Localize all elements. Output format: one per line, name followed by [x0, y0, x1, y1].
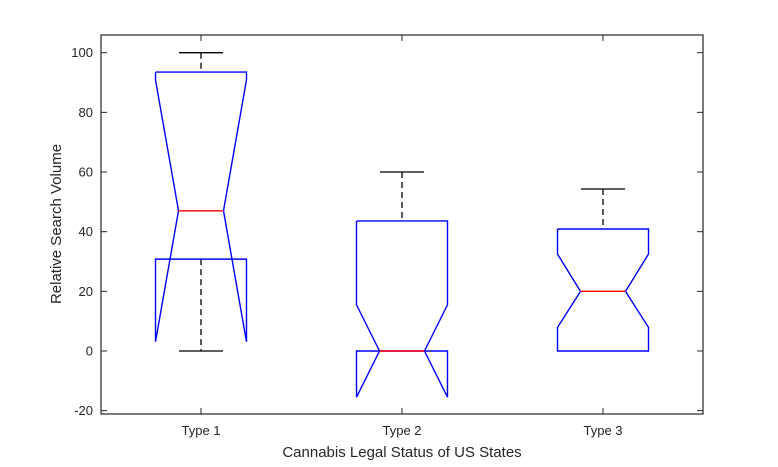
y-tick-label: -20 — [74, 403, 93, 418]
y-tick-label: 0 — [86, 344, 93, 359]
notched-box — [556, 228, 650, 352]
box-group — [355, 171, 449, 398]
y-tick-label: 60 — [79, 165, 93, 180]
y-tick-label: 100 — [71, 45, 93, 60]
x-axis-label: Cannabis Legal Status of US States — [282, 444, 521, 461]
plot-area — [154, 52, 650, 398]
x-tick-label: Type 1 — [181, 423, 220, 438]
y-tick-label: 20 — [79, 284, 93, 299]
x-tick-label: Type 3 — [583, 423, 622, 438]
axes-frame — [100, 34, 704, 415]
y-axis-label: Relative Search Volume — [48, 144, 65, 304]
box-group — [154, 52, 248, 352]
y-tick-label: 80 — [79, 105, 93, 120]
y-tick-label: 40 — [79, 224, 93, 239]
axes: -20 0 20 40 60 80 100 Type 1 Type 2 Type 3 — [71, 34, 704, 438]
box-group — [556, 188, 650, 352]
x-tick-label: Type 2 — [382, 423, 421, 438]
notched-box — [355, 220, 449, 398]
notched-box — [154, 71, 248, 342]
